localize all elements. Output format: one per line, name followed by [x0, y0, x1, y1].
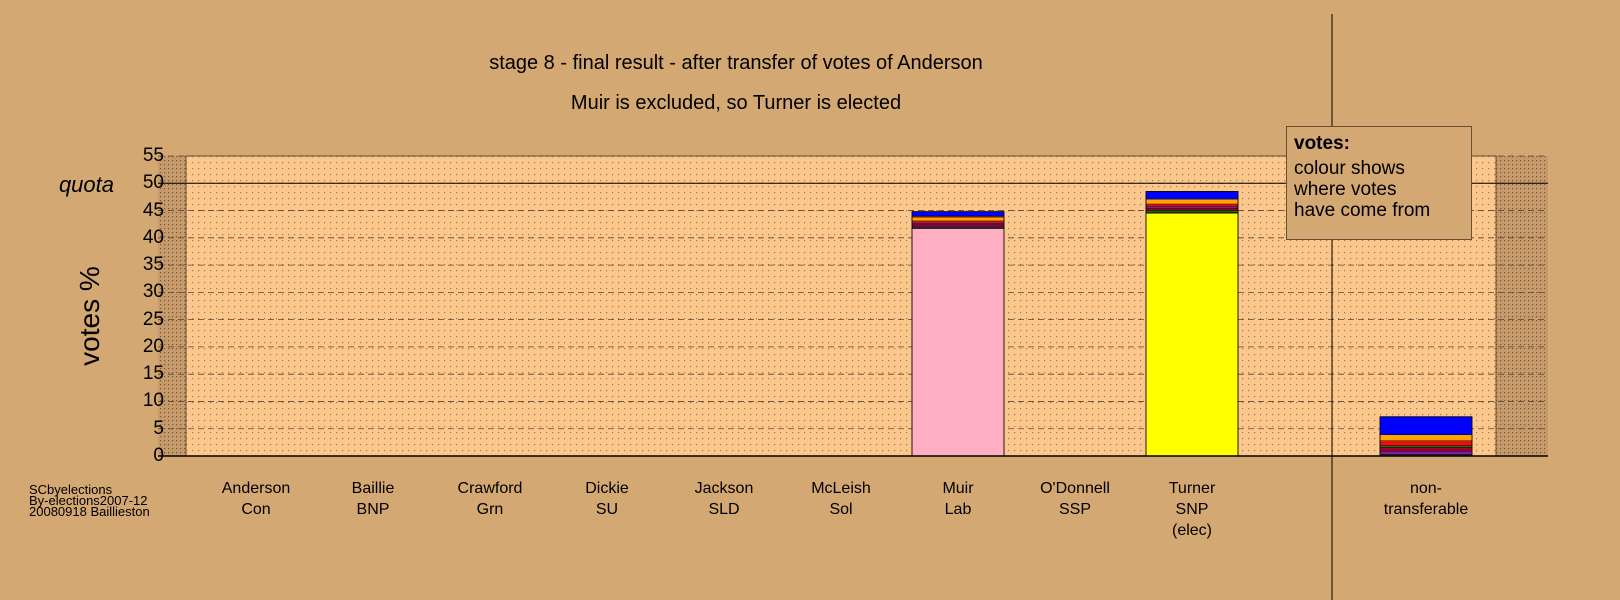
x-tick-label: Muir Lab — [903, 478, 1013, 520]
x-tick-label: Dickie SU — [552, 478, 662, 520]
x-tick-label-line: O'Donnell — [1040, 480, 1110, 497]
x-tick-label-line: SLD — [708, 501, 740, 518]
x-tick-label: non-transferable — [1371, 478, 1481, 520]
y-tick-label: 35 — [142, 254, 164, 276]
legend-line: colour shows — [1294, 158, 1405, 179]
x-tick-label-line: Grn — [476, 501, 504, 518]
quota-label: quota — [58, 172, 114, 197]
footer-source: SCbyelections — [29, 482, 113, 497]
x-tick-label-line: Crawford — [457, 480, 523, 497]
bars — [911, 191, 1473, 457]
x-tick-label-line: Lab — [944, 501, 972, 518]
y-tick-label: 5 — [153, 417, 164, 439]
x-tick-label: Crawford Grn — [435, 478, 545, 520]
y-tick-label: 50 — [142, 172, 164, 194]
grid — [158, 14, 1548, 600]
bar-segment — [1145, 208, 1239, 211]
chart-title: stage 8 - final result - after transfer … — [489, 52, 983, 74]
x-tick-label-line: Muir — [942, 480, 974, 497]
footer-election: 20080918 Baillieston — [29, 504, 150, 519]
x-tick-label: Anderson Con — [201, 478, 311, 520]
y-axis-label: votes % — [74, 266, 105, 366]
x-tick-label-line: SU — [595, 501, 619, 518]
y-tick-label: 20 — [142, 335, 164, 357]
legend-heading: votes: — [1294, 133, 1350, 154]
legend-line: where votes — [1294, 179, 1397, 200]
y-tick-label: 0 — [153, 445, 164, 466]
y-tick-label: 55 — [142, 145, 164, 166]
bar-segment — [911, 228, 1005, 457]
x-tick-label: Jackson SLD — [669, 478, 779, 520]
x-tick-label-line: Baillie — [351, 480, 395, 497]
x-tick-label: McLeish Sol — [786, 478, 896, 520]
bar-segment — [1145, 213, 1239, 457]
bar-segment — [1379, 450, 1473, 455]
bar-segment — [1145, 206, 1239, 209]
bar-segment — [911, 211, 1005, 217]
y-tick-label: 40 — [142, 226, 164, 248]
x-tick-label-line: Sol — [829, 501, 853, 518]
bar-segment — [1379, 416, 1473, 435]
bar-segment — [1145, 203, 1239, 207]
bar-segment — [1379, 447, 1473, 452]
bar-segment — [911, 226, 1005, 229]
bar-segment — [1379, 440, 1473, 446]
bar-segment — [1379, 434, 1473, 441]
x-tick-label: O'Donnell SSP — [1020, 478, 1130, 520]
y-tick-label: 10 — [142, 390, 164, 412]
x-tick-label: Turner SNP (elec) — [1137, 478, 1247, 541]
legend-line: have come from — [1294, 200, 1431, 221]
bar-segment — [1145, 198, 1239, 205]
x-tick-label-line: Anderson — [221, 480, 291, 497]
x-tick-label-line: non- — [1409, 480, 1443, 497]
bar-segment — [1379, 445, 1473, 448]
x-tick-label: Baillie BNP — [318, 478, 428, 520]
chart-subtitle: Muir is excluded, so Turner is elected — [570, 92, 902, 114]
x-tick-label-line: (elec) — [1171, 522, 1212, 539]
plot-area — [185, 155, 1497, 457]
y-tick-label: 30 — [142, 281, 164, 303]
footer-series: By-elections2007-12 — [29, 493, 148, 508]
bar-segment — [1145, 191, 1239, 200]
x-tick-label-line: SSP — [1058, 501, 1091, 518]
x-tick-label-line: SNP — [1175, 501, 1209, 518]
x-tick-label-line: McLeish — [811, 480, 871, 497]
bar-segment — [911, 224, 1005, 228]
bar-segment — [911, 216, 1005, 222]
y-tick-label: 25 — [142, 308, 164, 330]
bar-segment — [1145, 210, 1239, 213]
y-tick-label: 45 — [142, 199, 164, 221]
bar-segment — [911, 220, 1005, 224]
x-tick-label-line: Turner — [1168, 480, 1216, 497]
y-tick-label: 15 — [142, 363, 164, 385]
x-tick-label-line: Dickie — [585, 480, 629, 497]
bar-segment — [911, 222, 1005, 225]
legend-box: votes: colour shows where votes have com… — [1286, 126, 1472, 240]
x-tick-label-line: BNP — [356, 501, 390, 518]
x-tick-label-line: Con — [241, 501, 271, 518]
x-tick-label-line: transferable — [1383, 501, 1469, 518]
x-tick-label-line: Jackson — [694, 480, 754, 497]
